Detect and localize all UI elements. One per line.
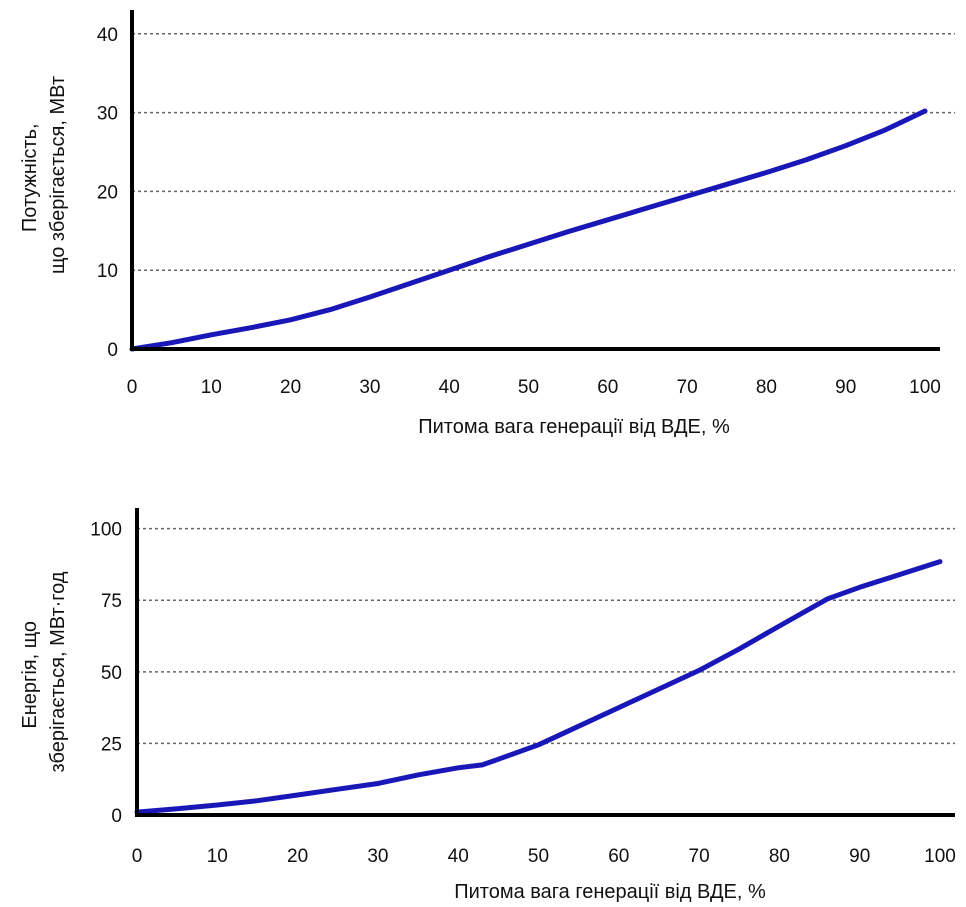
power-x-tick-label: 40: [439, 377, 460, 398]
energy-x-tick-label: 0: [132, 846, 143, 867]
energy-x-axis-label: Питома вага генерації від ВДЕ, %: [454, 881, 766, 903]
power-x-tick-label: 10: [201, 377, 222, 398]
energy-x-tick-label: 60: [608, 846, 629, 867]
energy-series-line: [134, 559, 943, 815]
power-y-tick-label: 40: [97, 25, 118, 46]
energy-y-axis-label-line-2: зберігається, МВт·год: [47, 571, 69, 772]
power-series-line: [129, 108, 928, 352]
energy-x-tick-label: 100: [924, 846, 956, 867]
chart-power: 0 10 20 30 40 0 10 20 30 40 50 60 70 80 90 100 Питома …: [19, 10, 955, 438]
power-x-tick-label: 0: [127, 377, 138, 398]
power-x-tick-label: 60: [597, 377, 618, 398]
energy-y-tick-label: 75: [101, 591, 122, 612]
power-y-tick-label: 0: [107, 340, 118, 361]
energy-x-tick-label: 10: [207, 846, 228, 867]
energy-x-tick-label: 80: [769, 846, 790, 867]
power-x-tick-label: 90: [835, 377, 856, 398]
power-x-ticks: 0 10 20 30 40 50 60 70 80 90 100: [127, 377, 941, 398]
power-y-tick-label: 10: [97, 261, 118, 282]
energy-x-tick-label: 90: [849, 846, 870, 867]
power-x-tick-label: 80: [756, 377, 777, 398]
energy-y-tick-label: 25: [101, 734, 122, 755]
power-x-tick-label: 70: [677, 377, 698, 398]
power-y-axis-label: Потужність, що зберігається, МВт: [19, 76, 69, 274]
power-x-tick-label: 20: [280, 377, 301, 398]
energy-y-tick-label: 0: [111, 806, 122, 827]
power-y-axis-label-line-2: що зберігається, МВт: [47, 76, 69, 274]
energy-y-tick-label: 50: [101, 663, 122, 684]
energy-y-tick-label: 100: [90, 520, 122, 541]
energy-x-tick-label: 20: [287, 846, 308, 867]
energy-x-tick-label: 30: [367, 846, 388, 867]
energy-y-axis-label: Енергія, що зберігається, МВт·год: [19, 571, 69, 772]
power-y-ticks: 0 10 20 30 40: [97, 25, 118, 361]
power-x-axis-label: Питома вага генерації від ВДЕ, %: [418, 416, 730, 438]
energy-gridlines: [137, 527, 955, 745]
power-y-tick-label: 30: [97, 104, 118, 125]
chart-energy: 0 25 50 75 100 0 10 20 30 40 50 60 70 80 90 100 Питома…: [19, 508, 956, 903]
energy-y-axis-label-line-1: Енергія, що: [19, 621, 41, 729]
energy-x-tick-label: 50: [528, 846, 549, 867]
energy-y-ticks: 0 25 50 75 100: [90, 520, 122, 827]
energy-x-tick-label: 70: [689, 846, 710, 867]
energy-x-ticks: 0 10 20 30 40 50 60 70 80 90 100: [132, 846, 956, 867]
energy-x-tick-label: 40: [448, 846, 469, 867]
power-y-tick-label: 20: [97, 182, 118, 203]
power-y-axis-label-line-1: Потужність,: [19, 123, 41, 232]
power-x-tick-label: 50: [518, 377, 539, 398]
power-gridlines: [132, 33, 955, 271]
power-x-tick-label: 30: [359, 377, 380, 398]
power-x-tick-label: 100: [909, 377, 941, 398]
